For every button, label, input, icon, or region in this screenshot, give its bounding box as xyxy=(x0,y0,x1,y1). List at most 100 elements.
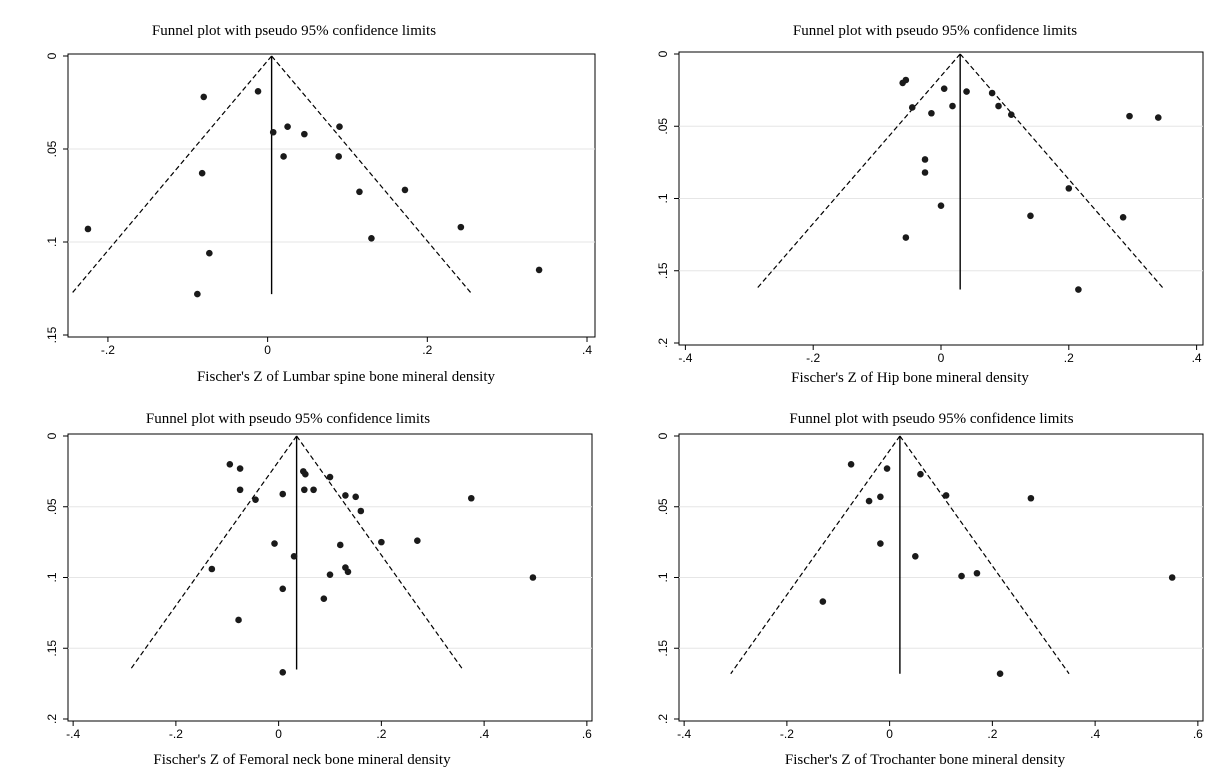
study-point xyxy=(208,565,216,573)
study-point xyxy=(401,186,409,194)
confidence-limit-left xyxy=(755,53,961,290)
study-point xyxy=(1126,112,1133,120)
study-point xyxy=(865,497,873,505)
x-tick-label: -.2 xyxy=(169,727,183,741)
study-point xyxy=(236,465,244,472)
y-tick-label: .2 xyxy=(656,714,670,724)
study-point xyxy=(1154,114,1162,121)
study-point xyxy=(847,461,855,468)
y-tick-label: .05 xyxy=(45,498,59,515)
study-point xyxy=(902,76,910,84)
plot-title: Funnel plot with pseudo 95% confidence l… xyxy=(715,18,1155,44)
x-tick-label: -.4 xyxy=(677,727,691,741)
study-point xyxy=(342,492,349,499)
study-point xyxy=(1027,494,1035,502)
y-tick-label: .2 xyxy=(45,714,59,724)
x-tick-label: -.2 xyxy=(101,343,115,357)
study-point xyxy=(467,494,475,502)
study-point xyxy=(378,538,385,546)
plot-title: Funnel plot with pseudo 95% confidence l… xyxy=(74,18,514,44)
study-point xyxy=(996,670,1004,678)
study-point xyxy=(1027,212,1034,220)
y-tick-label: 0 xyxy=(45,52,59,59)
study-point xyxy=(1168,574,1176,581)
y-tick-label: .1 xyxy=(45,237,59,247)
x-tick-label: .4 xyxy=(479,727,489,741)
y-tick-label: 0 xyxy=(656,50,670,57)
study-point xyxy=(949,102,956,110)
study-point xyxy=(414,537,421,545)
funnel-plot-lumbar-spine: 0 .05 .1 .15 -.2 0 .2 .4 Funnel plot with pseud… xyxy=(0,0,603,389)
y-tick-label: 0 xyxy=(656,432,670,439)
funnel-plot-canvas-trochanter: 0 .05 .1 .15 .2 -.4 -.2 0 .2 .4 .6 xyxy=(656,432,1204,741)
study-point xyxy=(529,574,537,581)
study-point xyxy=(917,470,924,478)
plot-area xyxy=(67,53,596,338)
study-point xyxy=(352,493,359,501)
study-point xyxy=(301,130,308,138)
study-point xyxy=(357,507,365,515)
study-point xyxy=(326,473,334,481)
study-point xyxy=(995,102,1002,110)
study-point xyxy=(336,123,343,130)
study-point xyxy=(963,88,970,95)
study-point xyxy=(921,156,929,163)
y-tick-label: .05 xyxy=(656,118,670,135)
x-tick-label: .4 xyxy=(582,343,592,357)
study-point xyxy=(1007,111,1015,118)
study-point xyxy=(252,496,259,503)
funnel-plot-canvas-hip: 0 .05 .1 .15 .2 -.4 -.2 0 .2 .4 xyxy=(656,50,1204,365)
study-point xyxy=(877,493,884,501)
y-tick-label: .05 xyxy=(656,498,670,515)
x-tick-label: .4 xyxy=(1192,351,1202,365)
study-point xyxy=(988,89,996,97)
x-tick-label: .6 xyxy=(582,727,592,741)
confidence-limit-left xyxy=(70,55,273,295)
x-tick-label: 0 xyxy=(275,727,282,741)
study-point xyxy=(269,128,277,136)
y-tick-label: .15 xyxy=(45,326,59,343)
study-point xyxy=(254,88,262,95)
study-point xyxy=(236,486,244,494)
y-tick-label: .15 xyxy=(45,640,59,657)
study-point xyxy=(301,486,308,494)
study-point xyxy=(1065,185,1073,192)
x-tick-label: -.2 xyxy=(780,727,794,741)
study-point xyxy=(279,669,287,676)
study-point xyxy=(1119,213,1127,221)
y-tick-label: .1 xyxy=(656,572,670,582)
study-point xyxy=(457,223,465,231)
study-point xyxy=(320,595,328,603)
study-point xyxy=(310,486,317,494)
x-axis-label: Fischer's Z of Hip bone mineral density xyxy=(675,367,1145,389)
x-tick-label: 0 xyxy=(938,351,945,365)
funnel-plot-canvas-femoral-neck: 0 .05 .1 .15 .2 -.4 -.2 0 .2 .4 .6 xyxy=(45,432,593,741)
funnel-plot-trochanter: 0 .05 .1 .15 .2 -.4 -.2 0 .2 .4 .6 Funnel plot wit… xyxy=(603,389,1206,778)
study-point xyxy=(912,552,919,560)
study-point xyxy=(302,470,309,478)
x-tick-label: 0 xyxy=(886,727,893,741)
x-tick-label: .2 xyxy=(1064,351,1074,365)
confidence-limit-right xyxy=(899,435,1070,675)
y-tick-label: .1 xyxy=(656,193,670,203)
y-tick-label: .2 xyxy=(656,338,670,348)
y-tick-label: .1 xyxy=(45,572,59,582)
study-point xyxy=(194,290,201,298)
study-point xyxy=(336,541,344,549)
study-point xyxy=(921,169,929,176)
study-point xyxy=(942,492,950,499)
x-tick-label: .2 xyxy=(987,727,997,741)
study-point xyxy=(973,569,981,577)
study-point xyxy=(902,234,910,241)
study-point xyxy=(958,572,965,580)
study-point xyxy=(883,465,891,472)
x-axis-label: Fischer's Z of Femoral neck bone mineral… xyxy=(42,749,562,771)
y-tick-label: .15 xyxy=(656,262,670,279)
study-point xyxy=(279,490,287,498)
x-tick-label: .2 xyxy=(422,343,432,357)
x-tick-label: .6 xyxy=(1193,727,1203,741)
study-point xyxy=(198,169,206,177)
study-point xyxy=(335,153,342,160)
x-tick-label: .4 xyxy=(1090,727,1100,741)
study-point xyxy=(84,225,92,233)
